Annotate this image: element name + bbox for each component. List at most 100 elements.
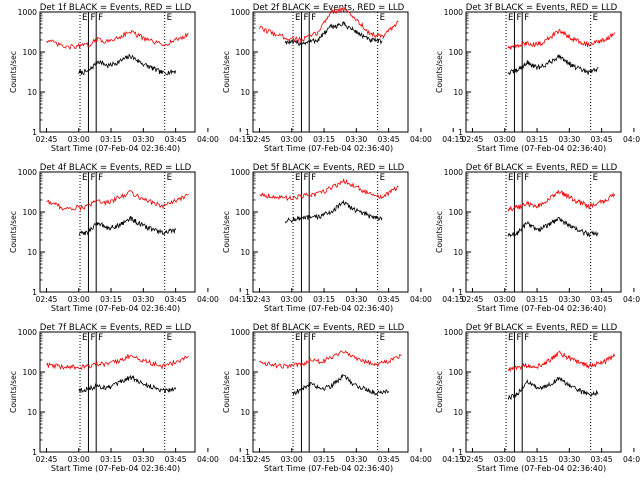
x-tick-label: 04:00: [197, 455, 219, 464]
x-tick-label: 03:15: [526, 135, 548, 144]
panel-title: Det 9f BLACK = Events, RED = LLD: [466, 323, 618, 333]
marker-label-F: F: [524, 13, 529, 23]
x-tick-label: 04:15: [229, 135, 251, 144]
x-tick-label: 03:00: [494, 135, 516, 144]
x-tick-label: 02:45: [249, 455, 271, 464]
y-tick-label: 100: [23, 368, 38, 377]
x-tick-label: 03:45: [378, 455, 400, 464]
x-tick-label: 02:45: [462, 295, 484, 304]
panel-title: Det 3f BLACK = Events, RED = LLD: [466, 3, 618, 13]
series-events: [507, 376, 599, 401]
x-tick-label: 04:15: [229, 295, 251, 304]
marker-label-E: E: [508, 333, 513, 343]
y-tick-label: 1: [32, 288, 37, 297]
y-tick-label: 10: [240, 408, 250, 417]
panel-title: Det 6f BLACK = Events, RED = LLD: [466, 163, 618, 173]
x-tick-label: 03:15: [313, 135, 335, 144]
y-tick-label: 1000: [231, 168, 250, 177]
plot-frame: [465, 171, 622, 293]
x-tick-label: 03:45: [165, 135, 187, 144]
marker-label-E: E: [295, 333, 300, 343]
y-tick-label: 100: [23, 208, 38, 217]
panel-det-3: Det 3f BLACK = Events, RED = LLD 1 10 100 10…: [435, 3, 640, 153]
marker-label-E: E: [295, 173, 300, 183]
panel-title: Det 7f BLACK = Events, RED = LLD: [40, 323, 192, 333]
panel-title: Det 5f BLACK = Events, RED = LLD: [253, 163, 405, 173]
x-tick-label: 03:15: [100, 135, 122, 144]
x-tick-label: 04:15: [442, 455, 464, 464]
x-tick-label: 03:00: [281, 295, 303, 304]
series-lld: [259, 350, 402, 369]
marker-label-E: E: [167, 173, 172, 183]
panel-det-1: Det 1f BLACK = Events, RED = LLD11010010…: [9, 3, 251, 153]
x-tick-label: 04:00: [410, 135, 432, 144]
y-axis-label: Counts/sec: [9, 51, 18, 93]
y-tick-label: 10: [240, 248, 250, 257]
x-tick-label: 03:30: [132, 455, 154, 464]
y-tick-label: 1000: [18, 8, 37, 17]
y-axis-label: Counts/sec: [222, 371, 231, 413]
marker-label-E: E: [82, 173, 87, 183]
y-tick-label: 1000: [444, 168, 463, 177]
x-axis-label: Start Time (07-Feb-04 02:36:40): [51, 464, 180, 473]
plot-frame: [252, 11, 409, 133]
y-tick-label: 1: [32, 448, 37, 457]
series-lld: [259, 177, 399, 202]
x-tick-label: 04:15: [442, 135, 464, 144]
y-tick-label: 1: [245, 288, 250, 297]
plot-frame: [39, 171, 196, 293]
series-lld: [46, 29, 189, 50]
x-tick-label: 03:30: [132, 135, 154, 144]
x-tick-label: 04:00: [410, 455, 432, 464]
x-tick-label: 03:30: [132, 295, 154, 304]
marker-label-F: F: [516, 13, 521, 23]
series-lld: [507, 190, 615, 213]
marker-label-E: E: [380, 333, 385, 343]
y-tick-label: 1000: [444, 328, 463, 337]
x-tick-label: 03:15: [526, 455, 548, 464]
panel-det-9: Det 9f BLACK = Events, RED = LLD 1 10 100 10…: [435, 323, 640, 473]
panel-title: Det 8f BLACK = Events, RED = LLD: [253, 323, 405, 333]
y-tick-label: 1: [458, 128, 463, 137]
marker-label-E: E: [380, 173, 385, 183]
x-tick-label: 04:00: [623, 135, 640, 144]
marker-label-F: F: [516, 173, 521, 183]
x-tick-label: 03:45: [591, 455, 613, 464]
x-tick-label: 03:45: [378, 295, 400, 304]
panel-det-8: Det 8f BLACK = Events, RED = LLD11010010…: [222, 323, 464, 473]
series-events: [78, 53, 176, 76]
x-tick-label: 03:15: [313, 455, 335, 464]
panel-title: Det 4f BLACK = Events, RED = LLD: [40, 163, 192, 173]
series-lld: [259, 6, 399, 44]
y-tick-label: 100: [449, 208, 464, 217]
y-tick-label: 100: [236, 368, 251, 377]
marker-label-F: F: [311, 333, 316, 343]
marker-label-F: F: [98, 333, 103, 343]
x-tick-label: 03:30: [558, 135, 580, 144]
marker-label-E: E: [167, 13, 172, 23]
marker-label-E: E: [167, 333, 172, 343]
marker-label-F: F: [311, 173, 316, 183]
panel-title: Det 2f BLACK = Events, RED = LLD: [253, 3, 405, 13]
x-axis-label: Start Time (07-Feb-04 02:36:40): [264, 304, 393, 313]
y-tick-label: 1: [458, 288, 463, 297]
marker-label-E: E: [508, 173, 513, 183]
x-tick-label: 03:45: [378, 135, 400, 144]
x-tick-label: 03:00: [68, 135, 90, 144]
x-axis-label: Start Time (07-Feb-04 02:36:40): [264, 464, 393, 473]
panel-det-2: Det 2f BLACK = Events, RED = LLD11010010…: [222, 3, 464, 153]
marker-label-E: E: [82, 13, 87, 23]
x-tick-label: 03:30: [558, 455, 580, 464]
x-tick-label: 03:45: [165, 455, 187, 464]
x-tick-label: 03:00: [281, 135, 303, 144]
series-lld: [46, 354, 189, 371]
series-events: [284, 199, 383, 224]
x-tick-label: 02:45: [36, 135, 58, 144]
x-axis-label: Start Time (07-Feb-04 02:36:40): [51, 144, 180, 153]
series-lld: [507, 350, 615, 372]
marker-label-F: F: [90, 13, 95, 23]
plot-frame: [39, 11, 196, 133]
x-tick-label: 02:45: [36, 455, 58, 464]
x-tick-label: 03:15: [100, 455, 122, 464]
marker-label-E: E: [295, 13, 300, 23]
